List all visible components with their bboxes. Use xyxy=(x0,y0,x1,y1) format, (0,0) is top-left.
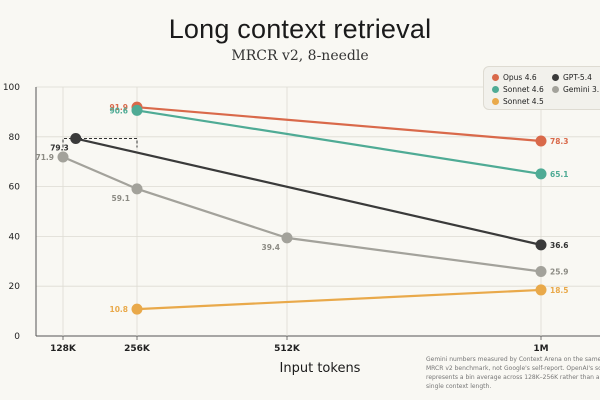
footnote: Gemini numbers measured by Context Arena… xyxy=(426,356,600,390)
data-label: 39.4 xyxy=(261,243,280,252)
y-tick-label: 0 xyxy=(14,332,20,342)
chart-subtitle: MRCR v2, 8-needle xyxy=(231,48,369,64)
legend-item-sonnet-4-6: Sonnet 4.6 xyxy=(492,85,544,94)
x-tick-label: 1M xyxy=(533,344,548,354)
series-line xyxy=(136,109,542,175)
data-point xyxy=(131,183,143,195)
bin-bracket xyxy=(62,138,138,148)
legend-item-gpt-5-4: GPT-5.4 xyxy=(552,73,592,82)
data-point xyxy=(535,239,547,251)
series-line xyxy=(75,137,542,246)
data-label: 10.8 xyxy=(109,305,128,314)
legend-item-gemini-3-1-pro: Gemini 3.1 Pro xyxy=(552,85,600,94)
data-point xyxy=(131,104,143,116)
labels-layer: 0 20 40 60 80 100 128K 256K 512K 1M 91.9 78.3 90.6 65… xyxy=(3,83,569,354)
data-point xyxy=(70,133,82,145)
data-point xyxy=(535,168,547,180)
data-point xyxy=(131,303,143,315)
legend-dot-icon xyxy=(492,97,499,105)
x-tick-label: 512K xyxy=(274,344,301,354)
data-label: 36.6 xyxy=(550,241,569,250)
data-label: 78.3 xyxy=(550,137,569,146)
legend-item-opus-4-6: Opus 4.6 xyxy=(492,73,537,82)
y-tick-label: 60 xyxy=(9,183,21,193)
series-line xyxy=(136,106,542,143)
data-point xyxy=(535,266,547,278)
data-label: 25.9 xyxy=(550,268,569,277)
data-point xyxy=(535,135,547,147)
legend: Opus 4.6 GPT-5.4 Sonnet 4.6 Gemini 3.1 P… xyxy=(483,66,600,110)
x-tick-label: 256K xyxy=(124,344,151,354)
series-line xyxy=(136,288,542,311)
legend-dot-icon xyxy=(492,73,499,81)
data-point xyxy=(535,284,547,296)
series-line xyxy=(62,155,542,273)
x-tick-label: 128K xyxy=(50,344,77,354)
y-tick-label: 20 xyxy=(9,282,21,292)
legend-dot-icon xyxy=(552,85,559,93)
legend-item-sonnet-4-5: Sonnet 4.5 xyxy=(492,97,544,106)
data-point xyxy=(281,232,293,244)
grid-layer xyxy=(35,86,600,340)
legend-dot-icon xyxy=(552,73,559,81)
y-tick-label: 100 xyxy=(3,83,20,93)
y-tick-label: 80 xyxy=(9,133,21,143)
series-layer xyxy=(57,101,547,315)
data-point xyxy=(57,151,69,163)
chart-title: Long context retrieval xyxy=(168,14,432,44)
y-tick-label: 40 xyxy=(9,232,21,242)
data-label: 71.9 xyxy=(35,153,54,162)
legend-dot-icon xyxy=(492,85,499,93)
data-label: 91.9 xyxy=(109,103,128,112)
data-label: 90.6 xyxy=(109,106,128,115)
x-axis-label: Input tokens xyxy=(279,361,361,376)
data-label: 18.5 xyxy=(550,286,569,295)
data-label: 59.1 xyxy=(111,194,130,203)
data-label: 79.3 xyxy=(50,144,69,153)
data-label: 65.1 xyxy=(550,170,569,179)
